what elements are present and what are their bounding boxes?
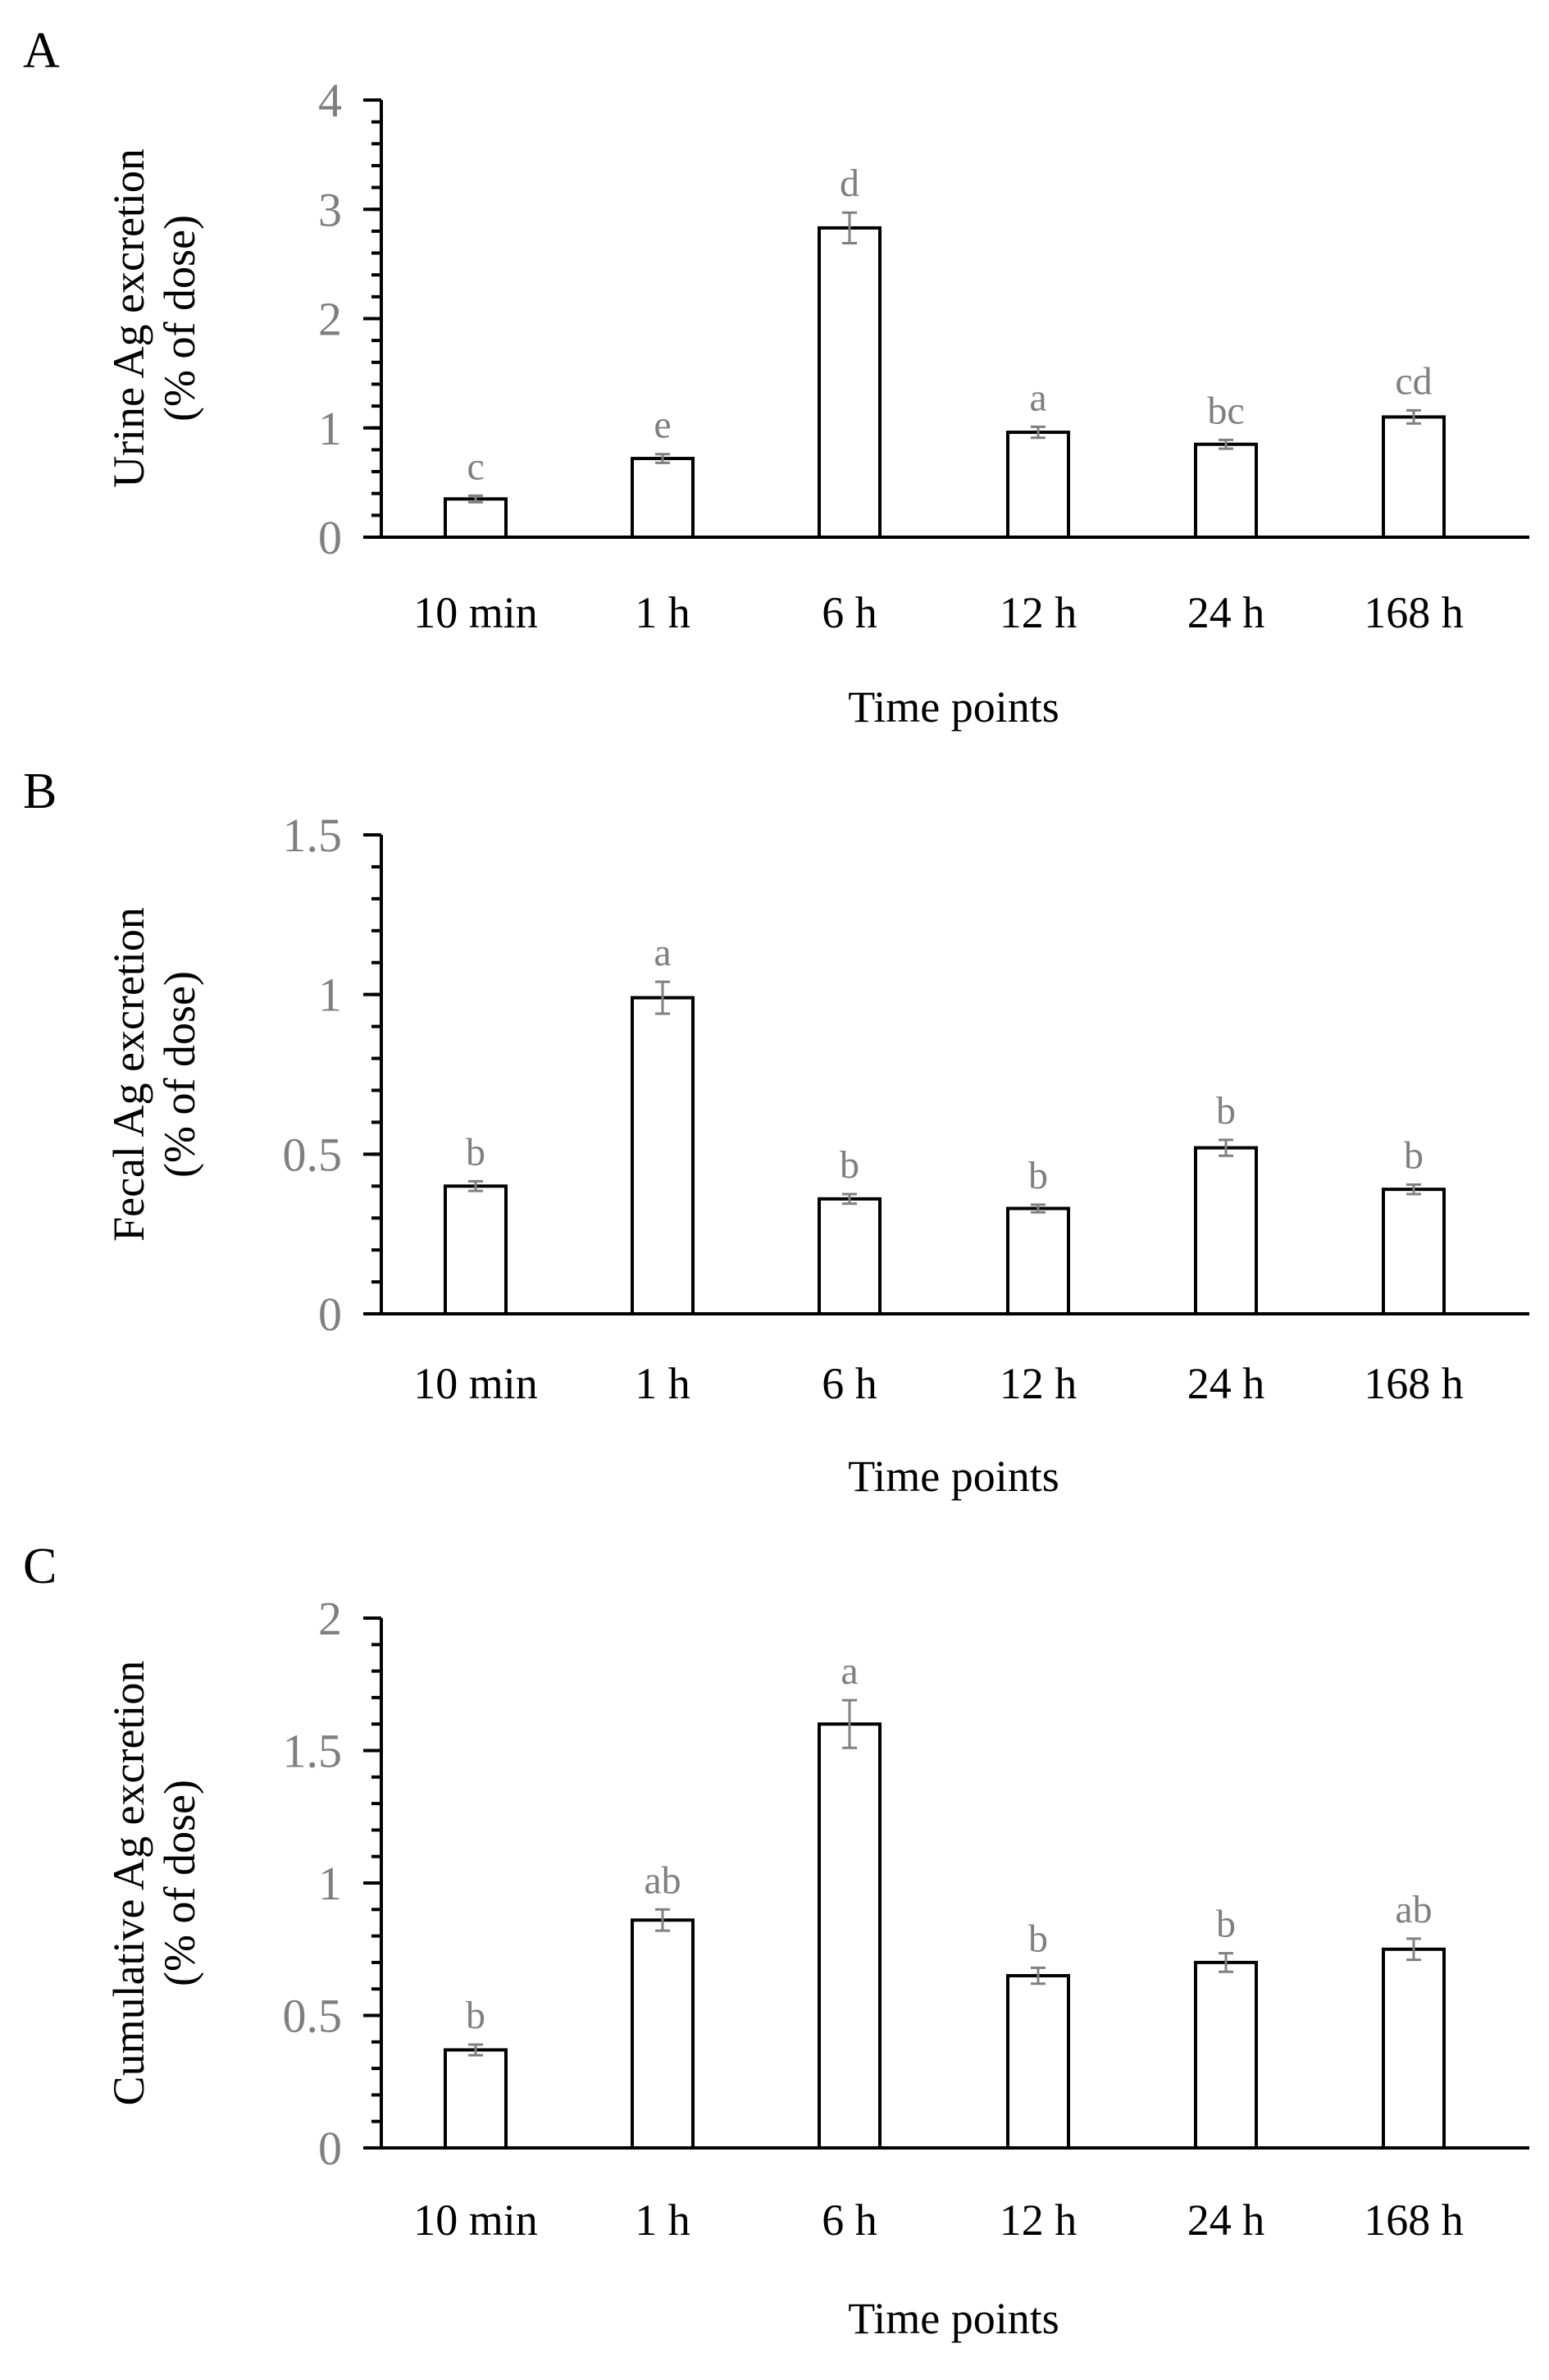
- y-axis-title-line: (% of dose): [155, 1780, 204, 1986]
- bar: [1382, 415, 1446, 539]
- x-tick-label: 10 min: [413, 2195, 538, 2245]
- significance-label: bc: [1207, 389, 1244, 432]
- bar: [631, 996, 695, 1316]
- significance-label: b: [466, 1130, 485, 1174]
- x-tick-label: 24 h: [1187, 2195, 1265, 2245]
- y-axis-title-line: (% of dose): [155, 971, 204, 1178]
- y-tick-label: 0.5: [283, 1990, 343, 2043]
- y-tick-label: 1.5: [283, 809, 343, 862]
- y-tick-label: 0: [318, 2122, 342, 2175]
- x-axis-title: Time points: [848, 1452, 1059, 1501]
- y-axis-title-line: (% of dose): [155, 215, 204, 422]
- bar: [631, 457, 695, 539]
- bar: [1006, 431, 1070, 540]
- x-tick-label: 12 h: [1000, 2195, 1077, 2245]
- y-tick-label: 0.5: [283, 1128, 343, 1181]
- significance-label: a: [841, 1649, 858, 1693]
- bar: [1382, 1188, 1446, 1316]
- x-tick-label: 1 h: [635, 2195, 690, 2245]
- chart-panel-a: A 0 1 2 3 4 c 10 min e 1 h d 6 h a 12 h bc 24 h cd 168 h T…: [23, 23, 1529, 732]
- significance-label: a: [1029, 376, 1046, 419]
- x-tick-label: 6 h: [822, 588, 877, 637]
- significance-label: b: [1028, 1154, 1048, 1197]
- significance-label: b: [1216, 1089, 1236, 1133]
- y-axis-title: Fecal Ag excretion(% of dose): [104, 907, 204, 1242]
- x-tick-label: 12 h: [1000, 588, 1077, 637]
- x-tick-label: 24 h: [1187, 1359, 1265, 1408]
- y-tick-label: 1: [318, 969, 342, 1022]
- bar: [1194, 1146, 1258, 1315]
- bar: [818, 1722, 882, 2150]
- bar: [1194, 1960, 1258, 2150]
- chart-panel-b: B 0 0.5 1 1.5 b 10 min a 1 h b 6 h b 12 h b 24 h b 168 h…: [23, 764, 1529, 1501]
- bar: [444, 2048, 508, 2150]
- x-tick-label: 24 h: [1187, 588, 1265, 637]
- bar: [818, 1197, 882, 1315]
- panel-letter: C: [23, 1539, 57, 1594]
- y-tick-label: 3: [318, 183, 342, 236]
- bar: [1006, 1206, 1070, 1316]
- y-tick-label: 1: [318, 402, 342, 455]
- x-tick-label: 12 h: [1000, 1359, 1077, 1408]
- x-axis-title: Time points: [848, 2294, 1059, 2343]
- bar: [1006, 1974, 1070, 2150]
- significance-label: d: [840, 162, 859, 205]
- bar: [444, 497, 508, 539]
- x-tick-label: 10 min: [413, 1359, 538, 1408]
- significance-label: cd: [1395, 359, 1432, 403]
- y-tick-label: 4: [318, 74, 342, 127]
- panel-letter: A: [23, 23, 60, 79]
- significance-label: c: [467, 445, 484, 488]
- x-axis-title: Time points: [848, 682, 1059, 732]
- y-axis-title-line: Fecal Ag excretion: [104, 907, 153, 1242]
- x-tick-label: 1 h: [635, 1359, 690, 1408]
- y-tick-label: 1.5: [283, 1725, 343, 1778]
- x-tick-label: 10 min: [413, 588, 538, 637]
- significance-label: b: [466, 1994, 485, 2037]
- x-tick-label: 1 h: [635, 588, 690, 637]
- y-axis-title: Cumulative Ag excretion(% of dose): [104, 1661, 204, 2106]
- panel-letter: B: [23, 764, 57, 819]
- bar: [1194, 442, 1258, 539]
- bar: [818, 226, 882, 539]
- significance-label: b: [1404, 1133, 1424, 1177]
- chart-panel-c: C 0 0.5 1 1.5 2 b 10 min ab 1 h a 6 h b 12 h b 24 h ab 16…: [23, 1539, 1529, 2343]
- significance-label: b: [1216, 1903, 1236, 1946]
- bar: [1382, 1947, 1446, 2150]
- bar: [444, 1184, 508, 1316]
- x-tick-label: 168 h: [1364, 1359, 1464, 1408]
- y-axis-title: Urine Ag excretion(% of dose): [104, 148, 204, 488]
- x-tick-label: 6 h: [822, 1359, 877, 1408]
- bar: [631, 1918, 695, 2150]
- y-axis-title-line: Urine Ag excretion: [104, 148, 153, 488]
- y-tick-label: 0: [318, 511, 342, 564]
- y-tick-label: 0: [318, 1288, 342, 1341]
- significance-label: b: [1028, 1917, 1048, 1960]
- significance-label: a: [654, 931, 671, 974]
- significance-label: b: [840, 1143, 859, 1187]
- significance-label: ab: [1395, 1888, 1432, 1931]
- y-tick-label: 1: [318, 1857, 342, 1910]
- significance-label: ab: [644, 1858, 681, 1902]
- x-tick-label: 6 h: [822, 2195, 877, 2245]
- x-tick-label: 168 h: [1364, 588, 1464, 637]
- y-tick-label: 2: [318, 293, 342, 346]
- significance-label: e: [654, 404, 671, 447]
- y-axis-title-line: Cumulative Ag excretion: [104, 1661, 153, 2106]
- y-tick-label: 2: [318, 1592, 342, 1645]
- x-tick-label: 168 h: [1364, 2195, 1464, 2245]
